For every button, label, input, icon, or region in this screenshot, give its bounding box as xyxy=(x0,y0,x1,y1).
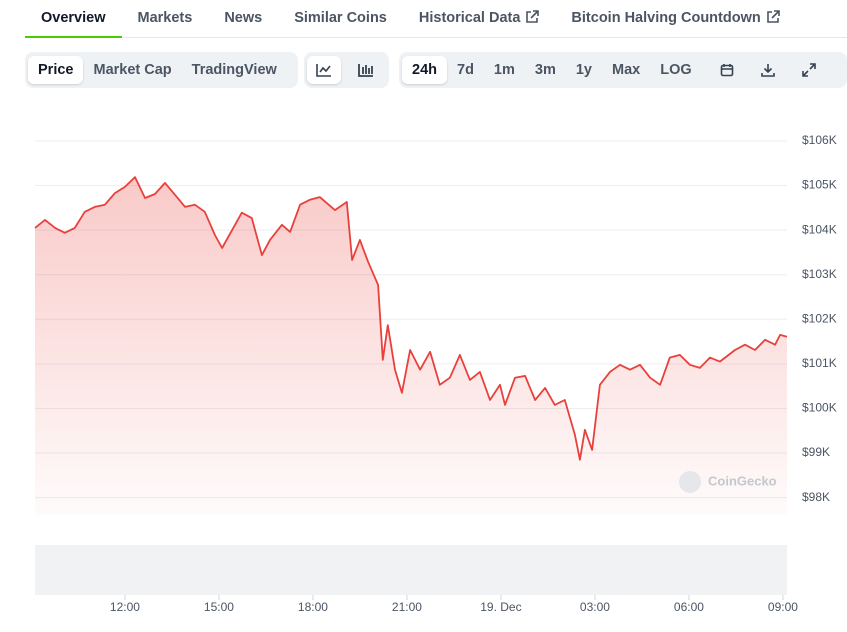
x-tick-label: 18:00 xyxy=(298,600,328,614)
watermark-text: CoinGecko xyxy=(708,473,777,488)
tab-label: News xyxy=(224,10,263,26)
y-tick-label: $98K xyxy=(802,490,830,504)
candle-chart-button[interactable] xyxy=(349,56,383,84)
x-tick-label: 12:00 xyxy=(110,600,140,614)
chart-style-group xyxy=(304,52,389,88)
calendar-button[interactable] xyxy=(710,56,744,84)
range-button[interactable]: 7d xyxy=(457,62,474,78)
line-chart-button[interactable] xyxy=(307,56,341,84)
x-tick-label: 15:00 xyxy=(204,600,234,614)
range-button[interactable]: 24h xyxy=(402,56,447,84)
x-tick-label: 03:00 xyxy=(580,600,610,614)
x-tick-label: 06:00 xyxy=(674,600,704,614)
y-tick-label: $102K xyxy=(802,311,837,325)
tab[interactable]: Overview xyxy=(25,0,122,38)
view-button[interactable]: Price xyxy=(28,56,84,84)
range-button[interactable]: 1m xyxy=(493,62,515,78)
tab-label: Bitcoin Halving Countdown xyxy=(571,10,761,26)
volume-area xyxy=(35,545,787,595)
y-tick-label: $106K xyxy=(802,133,837,147)
view-group: Price Market Cap TradingView xyxy=(25,52,298,88)
line-icon xyxy=(316,64,331,77)
tab[interactable]: Similar Coins xyxy=(278,0,403,27)
y-tick-label: $103K xyxy=(802,267,837,281)
x-tick-label: 21:00 xyxy=(392,600,422,614)
tab-label: Overview xyxy=(41,10,106,26)
tab-bar: Overview Markets News Similar Coins Hist… xyxy=(25,0,847,38)
expand-icon xyxy=(801,63,816,77)
area-fill xyxy=(35,177,787,515)
view-button[interactable]: TradingView xyxy=(191,62,277,78)
tab-label: Similar Coins xyxy=(294,10,387,26)
download-button[interactable] xyxy=(751,56,785,84)
y-tick-label: $101K xyxy=(802,356,837,370)
tab-label: Markets xyxy=(137,10,193,26)
tab-label: Historical Data xyxy=(418,10,521,26)
y-tick-label: $100K xyxy=(802,401,837,415)
tab[interactable]: News xyxy=(208,0,278,27)
external-icon xyxy=(526,10,540,23)
tab[interactable]: Historical Data xyxy=(403,0,556,27)
external-icon xyxy=(766,10,780,23)
y-tick-label: $104K xyxy=(802,222,837,236)
download-icon xyxy=(760,64,775,77)
tab[interactable]: Markets xyxy=(122,0,209,27)
range-button[interactable]: 1y xyxy=(575,62,592,78)
range-button[interactable]: 3m xyxy=(534,62,556,78)
price-line xyxy=(34,176,788,461)
y-tick-label: $105K xyxy=(802,178,837,192)
tab[interactable]: Bitcoin Halving Countdown xyxy=(555,0,795,27)
calendar-icon xyxy=(720,64,733,77)
range-button[interactable]: LOG xyxy=(660,62,692,78)
fullscreen-button[interactable] xyxy=(792,56,826,84)
y-tick-label: $99K xyxy=(802,445,830,459)
chart: $98K $99K $100K $101K $102K $103K $104K $105K $1… xyxy=(34,133,837,614)
range-group: 24h 7d 1m 3m 1y Max LOG xyxy=(399,52,847,88)
view-button[interactable]: Market Cap xyxy=(93,62,172,78)
candle-icon xyxy=(358,64,373,77)
x-tick-label: 19. Dec xyxy=(480,600,521,614)
x-tick-label: 09:00 xyxy=(768,600,798,614)
watermark: CoinGecko xyxy=(679,471,777,493)
range-button[interactable]: Max xyxy=(612,62,641,78)
